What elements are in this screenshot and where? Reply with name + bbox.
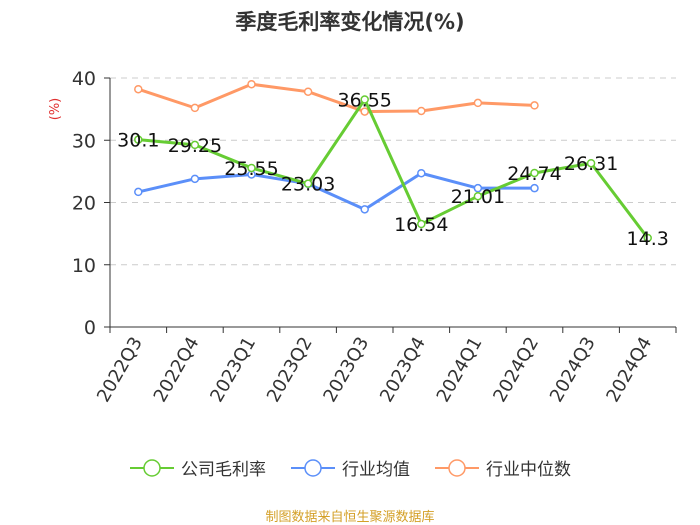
y-tick-label: 40: [72, 68, 96, 90]
data-point: [190, 174, 200, 184]
legend-label: 公司毛利率: [181, 460, 266, 480]
data-point: [417, 168, 426, 178]
data-label: 23.03: [281, 174, 335, 196]
chart-title: 季度毛利率变化情况(%): [235, 10, 465, 34]
data-label: 36.55: [337, 89, 391, 111]
x-tick-label: 2023Q1: [206, 334, 260, 406]
data-point: [247, 163, 256, 173]
y-tick-label: 0: [84, 317, 96, 339]
data-point: [417, 106, 426, 116]
data-label: 30.1: [117, 130, 159, 152]
x-tick-label: 2023Q4: [376, 334, 430, 406]
data-point: [190, 103, 200, 113]
x-tick-label: 2024Q3: [546, 334, 600, 406]
data-point: [530, 168, 539, 178]
x-tick-label: 2024Q4: [602, 334, 656, 406]
x-tick-label: 2023Q2: [263, 334, 317, 406]
data-point: [530, 183, 539, 193]
data-point: [303, 179, 313, 188]
data-point: [473, 98, 483, 108]
y-tick-label: 20: [72, 193, 96, 215]
legend-swatch-marker: [304, 458, 322, 477]
series-lines: [134, 79, 652, 243]
data-point: [530, 101, 539, 110]
data-label: 25.55: [224, 158, 278, 180]
data-point: [417, 219, 426, 229]
legend-item[interactable]: 行业中位数: [434, 455, 571, 480]
data-point: [134, 135, 143, 144]
data-point: [134, 84, 143, 94]
data-point: [134, 187, 143, 197]
data-point: [247, 79, 256, 89]
data-point: [473, 183, 483, 193]
data-point: [586, 158, 596, 168]
data-label: 16.54: [394, 214, 448, 236]
data-point: [360, 95, 369, 104]
source-note: 制图数据来自恒生聚源数据库: [265, 510, 435, 525]
y-axis-label: (%): [48, 98, 63, 121]
data-label: 24.74: [507, 163, 561, 185]
data-point: [473, 191, 483, 201]
series-line: [137, 82, 535, 114]
legend-label: 行业中位数: [486, 460, 571, 480]
legend-item[interactable]: 行业均值: [290, 455, 410, 480]
data-label: 14.3: [627, 228, 669, 250]
legend-swatch: [130, 458, 174, 477]
data-point: [360, 205, 369, 214]
x-tick-label: 2023Q3: [319, 334, 373, 406]
legend: 公司毛利率 行业均值 行业中位数: [0, 455, 700, 480]
y-tick-label: 30: [72, 130, 96, 152]
x-tick-label: 2024Q2: [489, 334, 543, 406]
data-point: [643, 233, 652, 243]
data-point: [303, 87, 313, 96]
x-tick-label: 2022Q4: [150, 334, 204, 406]
x-tick-label: 2022Q3: [93, 334, 147, 406]
data-point: [360, 107, 369, 116]
series-line: [137, 171, 535, 211]
legend-swatch-marker: [143, 458, 161, 477]
legend-swatch-marker: [448, 458, 466, 477]
legend-item[interactable]: 公司毛利率: [129, 455, 266, 480]
data-label: 21.01: [451, 186, 505, 208]
legend-swatch: [291, 458, 335, 477]
series-line: [138, 97, 649, 239]
y-tick-label: 10: [72, 255, 96, 277]
data-label: 29.25: [168, 135, 222, 157]
legend-label: 行业均值: [342, 460, 410, 480]
data-point: [190, 140, 200, 150]
x-tick-label: 2024Q1: [433, 334, 487, 406]
legend-swatch: [435, 458, 479, 477]
data-label: 26.31: [564, 153, 618, 175]
